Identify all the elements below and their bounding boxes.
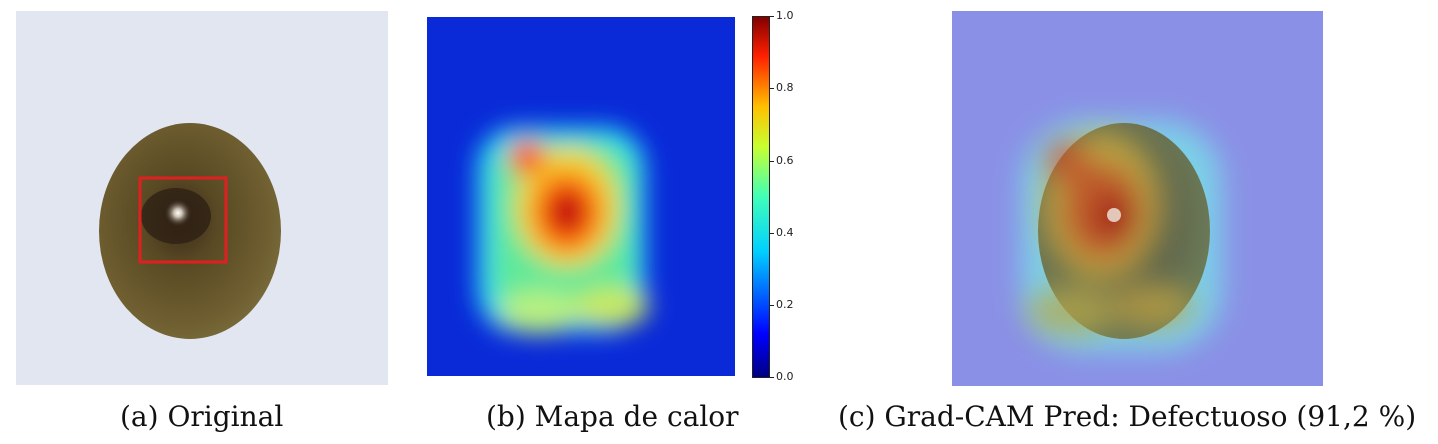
gradcam-overlay-image xyxy=(952,11,1323,386)
heatmap-panel xyxy=(427,17,735,376)
colorbar-tick: 1.0 xyxy=(776,9,794,22)
defect-bounding-box xyxy=(138,176,228,264)
caption-heatmap: (b) Mapa de calor xyxy=(486,400,739,433)
caption-original: (a) Original xyxy=(120,400,284,433)
colorbar-tick: 0.0 xyxy=(776,370,794,383)
colorbar-tick: 0.2 xyxy=(776,298,794,311)
colorbar-tick: 0.6 xyxy=(776,154,794,167)
gradcam-panel xyxy=(952,11,1323,386)
original-image-panel xyxy=(16,11,388,385)
colorbar xyxy=(752,16,770,378)
original-image xyxy=(16,11,388,385)
colorbar-tick: 0.4 xyxy=(776,226,794,239)
caption-gradcam: (c) Grad-CAM Pred: Defectuoso (91,2 %) xyxy=(838,400,1417,433)
heatmap-image xyxy=(427,17,735,376)
colorbar-tick: 0.8 xyxy=(776,81,794,94)
